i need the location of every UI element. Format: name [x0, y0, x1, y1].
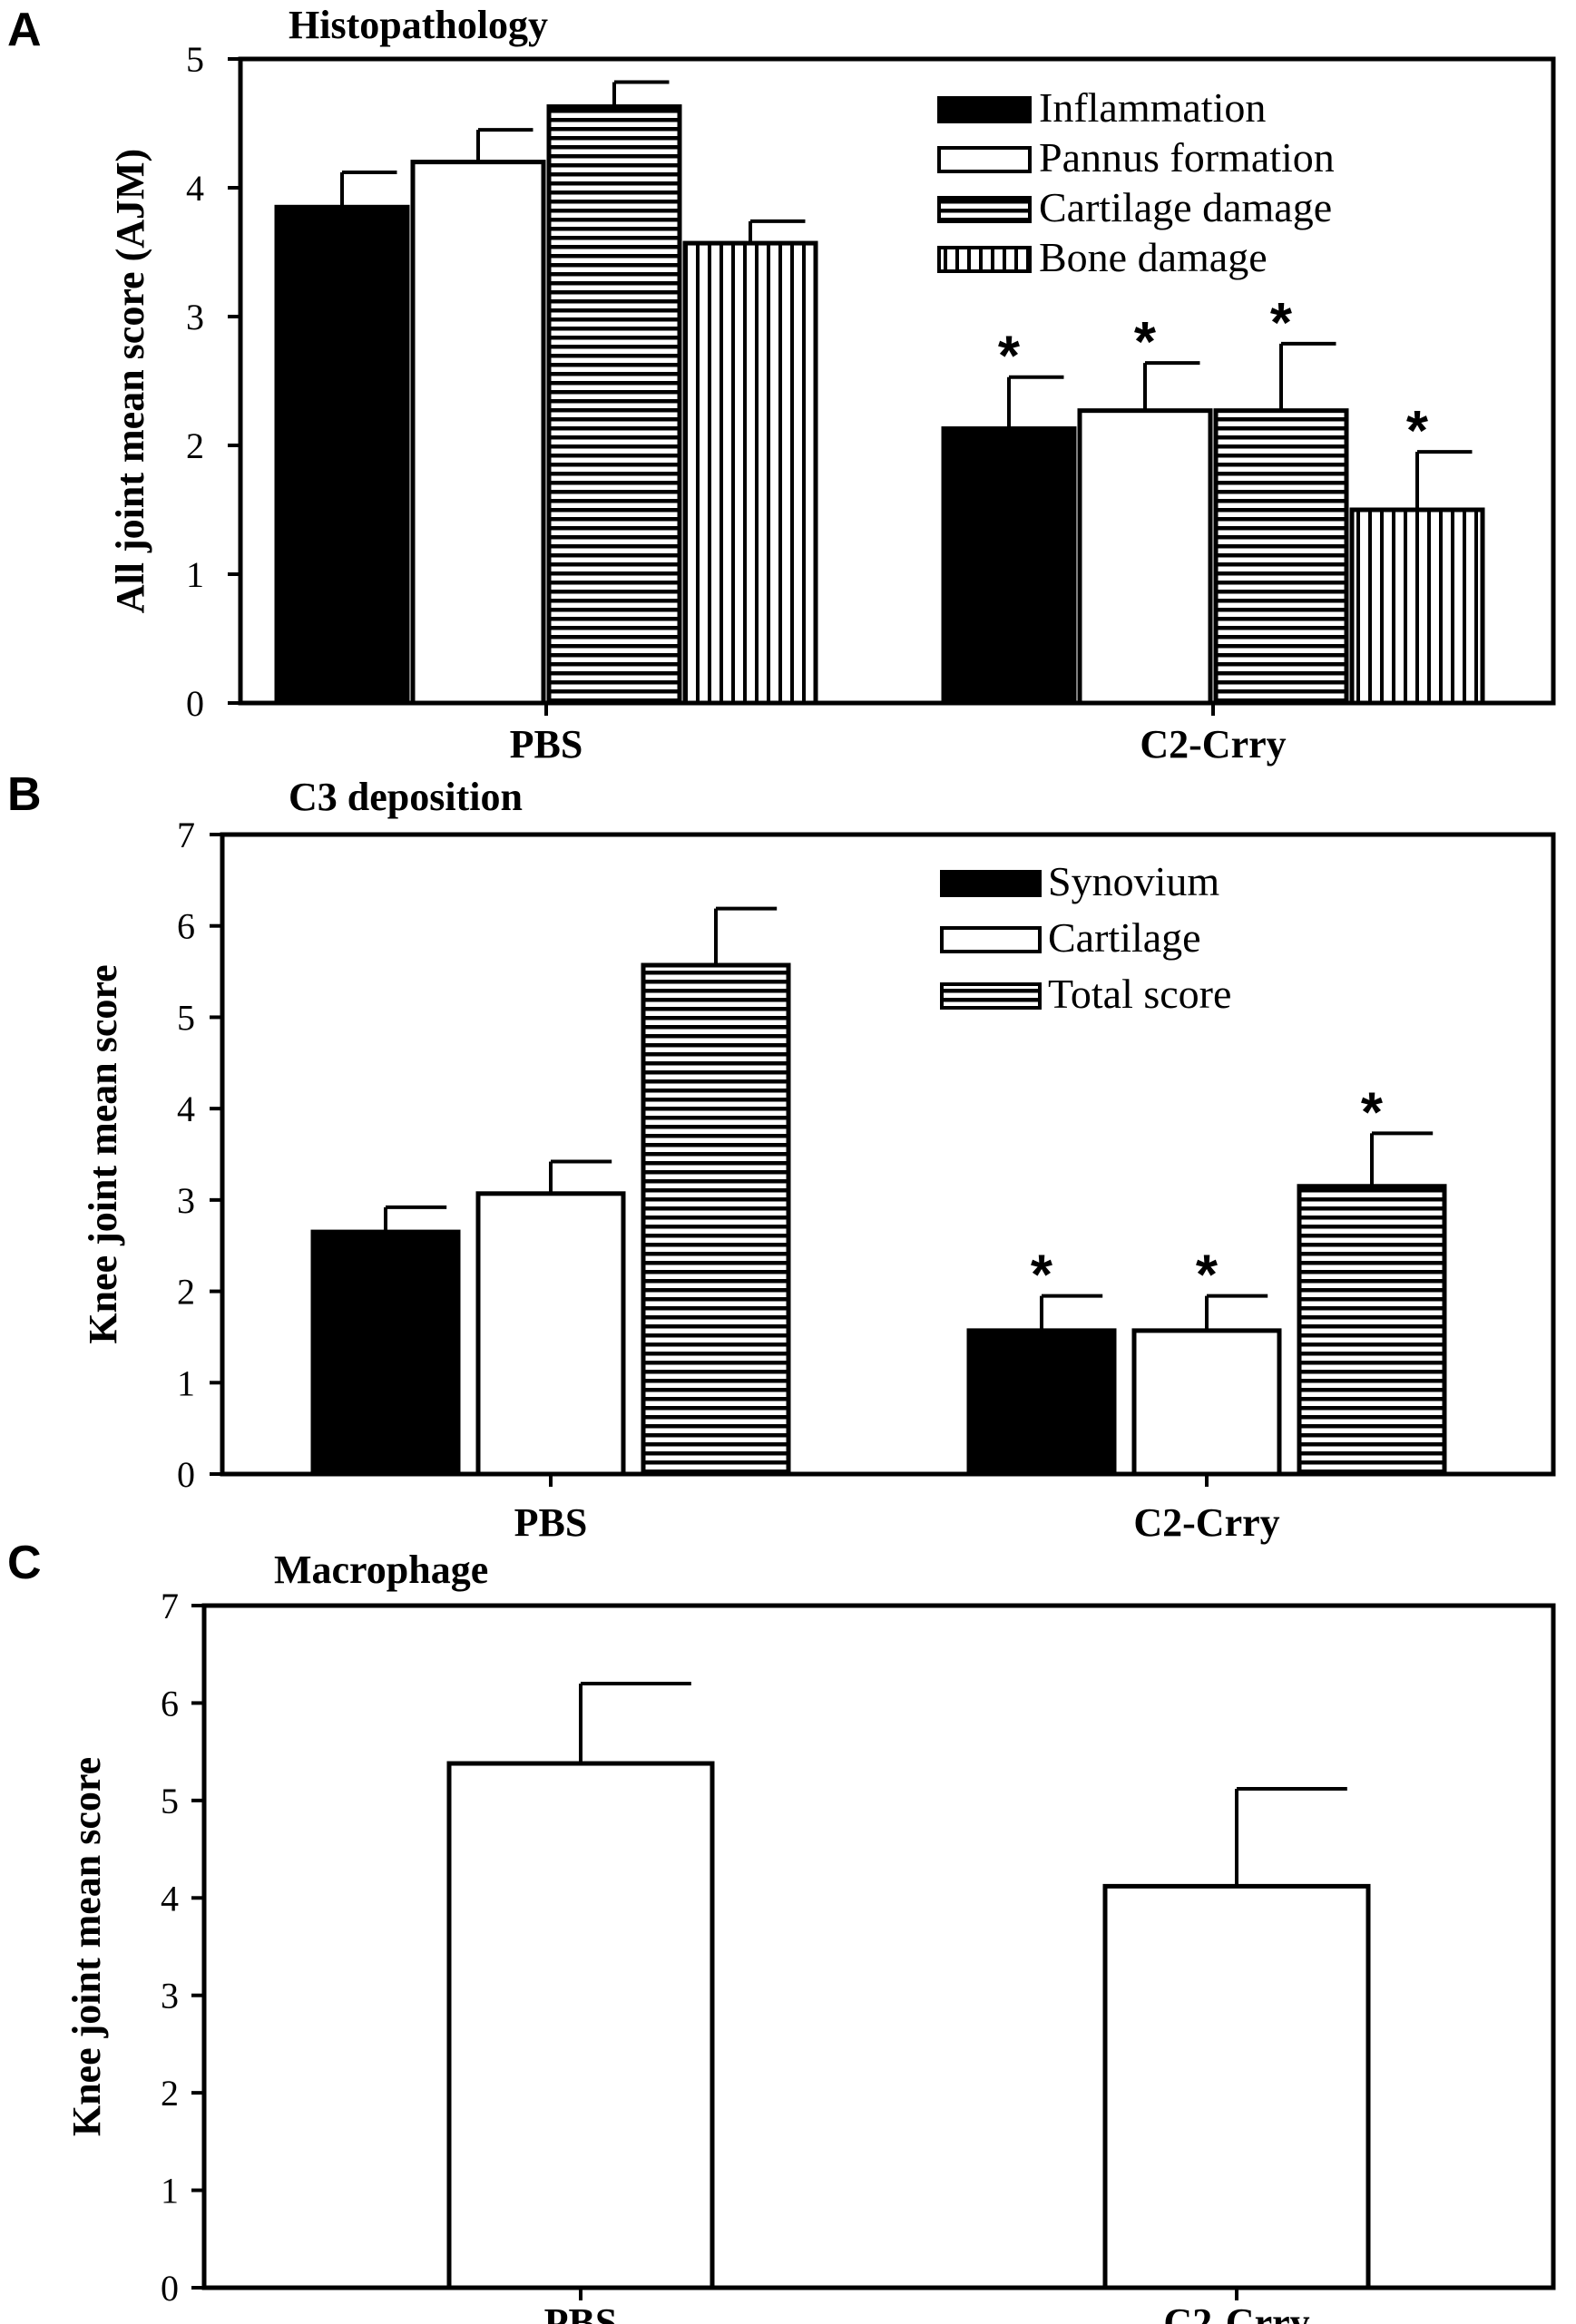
significance-marker: *: [998, 326, 1021, 388]
y-tick-label: 5: [161, 1781, 179, 1821]
chart-title: C3 deposition: [289, 775, 523, 819]
legend-label: Cartilage damage: [1039, 184, 1332, 230]
legend-label: Pannus formation: [1039, 134, 1335, 181]
y-tick-label: 3: [161, 1976, 179, 2016]
y-tick-label: 7: [161, 1586, 179, 1626]
bar-synovium: [310, 1229, 461, 1477]
y-tick-label: 6: [161, 1683, 179, 1723]
legend-swatch: [937, 196, 1032, 223]
bar-cartilage-damage: [1213, 408, 1349, 706]
y-tick-label: 5: [177, 997, 195, 1038]
significance-marker: *: [1270, 292, 1293, 355]
significance-marker: *: [1406, 400, 1429, 463]
y-tick-label: 0: [177, 1454, 195, 1495]
y-tick-label: 4: [177, 1089, 195, 1129]
bar-pannus-formation: [1077, 408, 1213, 706]
legend-label: Total score: [1048, 971, 1231, 1017]
bar-cartilage-damage: [546, 104, 682, 706]
panel-letter: C: [7, 1537, 42, 1589]
y-tick-label: 0: [161, 2268, 179, 2309]
legend-swatch: [940, 870, 1042, 897]
bar-pannus-formation: [410, 160, 546, 706]
significance-marker: *: [1031, 1245, 1053, 1307]
bar-inflammation: [274, 204, 410, 706]
legend-swatch: [940, 926, 1042, 953]
bar-cartilage: [1131, 1328, 1282, 1477]
y-tick-label: 2: [177, 1272, 195, 1313]
significance-marker: *: [1134, 311, 1157, 374]
panel-letter: A: [7, 4, 42, 56]
bar-inflammation: [941, 426, 1077, 706]
y-tick-label: 4: [161, 1878, 179, 1919]
y-tick-label: 1: [177, 1362, 195, 1403]
legend-swatch: [940, 982, 1042, 1010]
category-label: PBS: [544, 2300, 618, 2324]
legend-label: Bone damage: [1039, 234, 1268, 280]
category-label: C2-Crry: [1140, 722, 1286, 767]
legend-label: Cartilage: [1048, 914, 1201, 961]
y-axis-label: All joint mean score (AJM): [108, 149, 152, 613]
legend-label: Inflammation: [1039, 84, 1266, 131]
bar-bone-damage: [1349, 507, 1485, 706]
significance-marker: *: [1196, 1245, 1219, 1307]
y-tick-label: 3: [177, 1180, 195, 1221]
y-tick-label: 2: [186, 425, 204, 466]
panel-letter: B: [7, 768, 42, 821]
panel-b: B C3 deposition 0 1 2 3 4 5 6 7 Knee joint mean sc…: [7, 768, 1556, 1545]
bar-total-score: [1297, 1184, 1447, 1477]
y-tick-label: 3: [186, 297, 204, 337]
y-tick-label: 2: [161, 2073, 179, 2114]
category-label: PBS: [510, 722, 583, 767]
bar-macrophage: [1102, 1883, 1371, 2290]
y-axis-label: Knee joint mean score: [64, 1757, 109, 2136]
plot-frame: [201, 1603, 1556, 2290]
legend-swatch: [937, 96, 1032, 123]
y-tick-label: 0: [186, 683, 204, 724]
panel-a: A Histopathology 0 1 2 3 4 5 All joint mean scor…: [7, 3, 1556, 767]
category-label: C2-Crry: [1133, 1500, 1279, 1545]
category-label: PBS: [514, 1500, 588, 1545]
legend-swatch: [937, 246, 1032, 273]
y-tick-label: 1: [161, 2171, 179, 2212]
panel-c: C Macrophage 0 1 2 3 4 5 6 7 Knee joint mean score…: [7, 1537, 1556, 2324]
plot-frame: [220, 832, 1556, 1477]
y-tick-label: 6: [177, 906, 195, 947]
chart-title: Histopathology: [289, 3, 548, 47]
y-tick-label: 4: [186, 168, 204, 209]
bar-synovium: [966, 1328, 1117, 1477]
y-tick-label: 1: [186, 554, 204, 595]
y-axis-label: Knee joint mean score: [81, 964, 125, 1343]
legend-swatch: [937, 146, 1032, 173]
y-tick-label: 5: [186, 39, 204, 80]
significance-marker: *: [1361, 1081, 1384, 1144]
chart-title: Macrophage: [274, 1548, 488, 1592]
legend-label: Synovium: [1048, 858, 1219, 904]
bar-cartilage: [475, 1191, 626, 1477]
y-tick-label: 7: [177, 815, 195, 855]
plot-frame: [238, 56, 1556, 706]
bar-total-score: [641, 962, 791, 1477]
bar-bone-damage: [682, 240, 818, 706]
category-label: C2-Crry: [1163, 2300, 1309, 2324]
legend: Synovium Cartilage Total score: [940, 858, 1231, 1017]
bar-macrophage: [446, 1761, 715, 2290]
